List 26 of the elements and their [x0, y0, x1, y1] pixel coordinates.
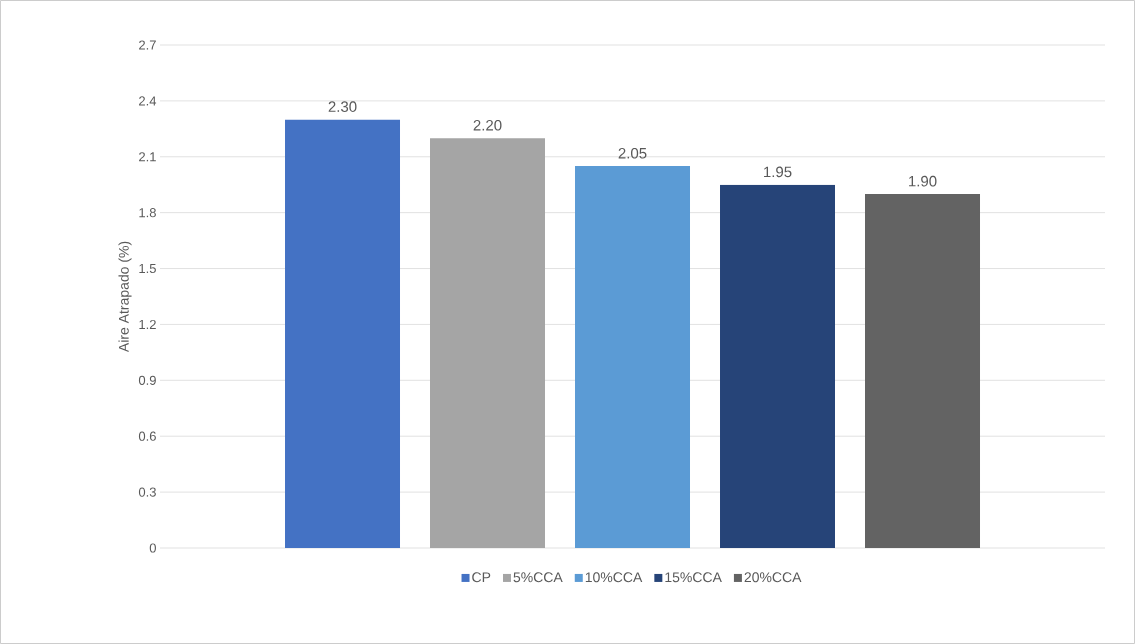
data-label: 1.90 [909, 175, 937, 187]
y-tick-label: 1.2 [139, 319, 156, 329]
y-tick-label: 2.4 [139, 96, 157, 106]
bar [575, 166, 691, 548]
y-tick-label: 2.1 [139, 152, 156, 162]
y-tick-label: 0.3 [138, 487, 156, 497]
legend-label: 5%CCA [513, 572, 563, 583]
legend-label: 20%CCA [744, 572, 802, 583]
y-tick-label: 0.9 [138, 375, 156, 385]
legend-label: 15%CCA [665, 572, 722, 583]
data-label: 2.30 [328, 101, 357, 112]
bar [865, 194, 981, 548]
y-tick-label: 2.7 [139, 40, 156, 50]
data-label: 2.20 [473, 119, 502, 131]
legend-label: 10%CCA [585, 572, 643, 583]
y-tick-label: 0 [149, 543, 156, 553]
y-tick-label: 0.6 [138, 431, 156, 441]
y-tick-label: 1.5 [139, 264, 156, 274]
bar [720, 184, 836, 548]
data-label: 1.95 [764, 166, 792, 178]
bar [430, 138, 546, 548]
y-tick-label: 1.8 [139, 208, 156, 218]
legend-label: CP [472, 572, 491, 583]
y-axis-title: Aire Atrapado (%) [118, 241, 132, 353]
bar [285, 119, 401, 548]
data-label: 2.05 [618, 147, 647, 159]
